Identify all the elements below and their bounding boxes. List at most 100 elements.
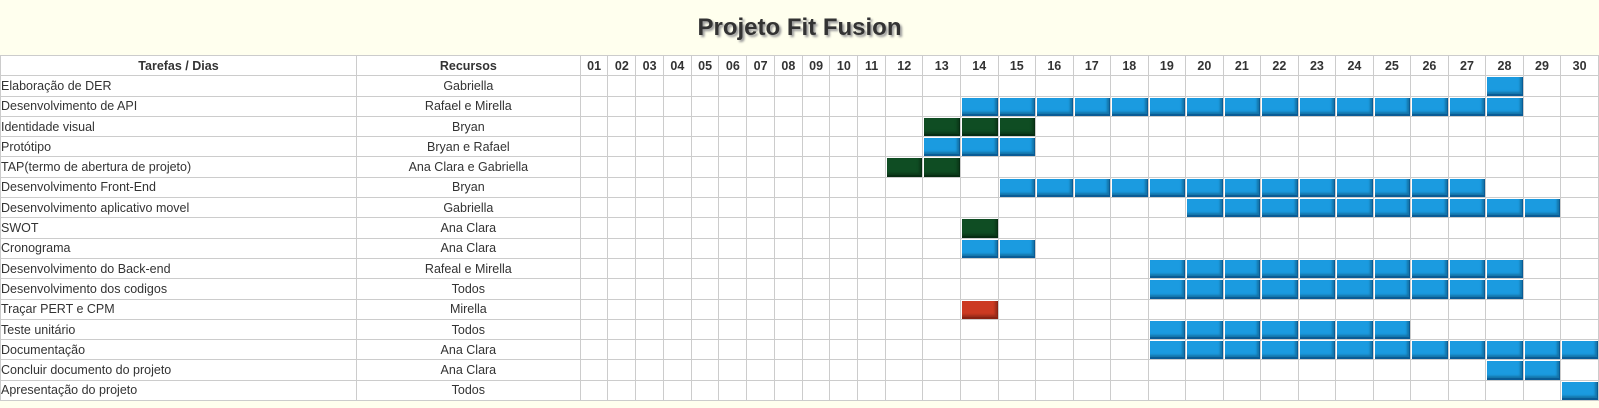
day-cell xyxy=(801,379,831,402)
day-cell xyxy=(1222,318,1262,341)
gantt-bar-block xyxy=(1374,178,1410,197)
day-cell xyxy=(1035,298,1074,320)
day-cell xyxy=(607,176,637,199)
day-cell xyxy=(1185,298,1224,320)
day-cell xyxy=(857,197,886,219)
gantt-bar-block xyxy=(1262,341,1298,359)
day-cell xyxy=(1410,136,1449,158)
gantt-bar-block xyxy=(1337,97,1373,116)
day-cell xyxy=(1185,217,1224,239)
day-cell xyxy=(1035,75,1074,97)
day-cell xyxy=(635,156,664,178)
day-cell xyxy=(1297,75,1337,97)
day-cell xyxy=(1485,95,1524,117)
gantt-bar-block xyxy=(1299,259,1335,278)
day-cell xyxy=(1222,298,1262,320)
day-cell xyxy=(1335,176,1374,199)
day-cell xyxy=(746,136,775,158)
day-cell xyxy=(718,197,748,219)
day-cell xyxy=(635,379,664,402)
day-header-21: 21 xyxy=(1222,54,1262,77)
day-cell xyxy=(1110,95,1149,117)
day-cell xyxy=(1485,359,1524,381)
day-cell xyxy=(1110,237,1149,259)
day-cell xyxy=(801,339,831,361)
gantt-bar-block xyxy=(1187,178,1223,197)
day-cell xyxy=(801,156,831,178)
day-cell xyxy=(579,257,609,280)
gantt-bar-block xyxy=(1074,97,1110,116)
day-cell xyxy=(746,197,775,219)
day-cell xyxy=(801,257,831,280)
gantt-bar-block xyxy=(1187,280,1223,299)
day-cell xyxy=(801,197,831,219)
day-cell xyxy=(1522,115,1562,138)
day-cell xyxy=(1260,75,1299,97)
day-cell xyxy=(1110,359,1149,381)
day-cell xyxy=(997,217,1037,239)
day-cell xyxy=(1147,298,1187,320)
day-cell xyxy=(1297,237,1337,259)
day-cell xyxy=(718,237,748,259)
gantt-bar-block xyxy=(1187,259,1223,278)
day-cell xyxy=(1110,156,1149,178)
day-cell xyxy=(1297,278,1337,300)
day-header-27: 27 xyxy=(1447,54,1487,77)
day-cell xyxy=(1260,217,1299,239)
day-header-04: 04 xyxy=(662,54,692,77)
day-cell xyxy=(1110,278,1149,300)
resource-name: Gabriella xyxy=(355,197,581,219)
day-cell xyxy=(718,278,748,300)
day-cell xyxy=(579,379,609,402)
task-name: Documentação xyxy=(0,339,357,361)
day-cell xyxy=(718,298,748,320)
day-cell xyxy=(1072,95,1112,117)
day-cell xyxy=(801,115,831,138)
day-cell xyxy=(801,136,831,158)
table-row: TAP(termo de abertura de projeto) Ana Cla… xyxy=(0,156,1599,178)
day-cell xyxy=(1410,156,1449,178)
day-cell xyxy=(1522,318,1562,341)
day-cell xyxy=(801,359,831,381)
day-cell xyxy=(662,156,692,178)
day-cell xyxy=(1072,298,1112,320)
gantt-bar-block xyxy=(1299,320,1335,339)
day-header-29: 29 xyxy=(1522,54,1562,77)
gantt-bar-block xyxy=(1149,97,1185,116)
day-cell xyxy=(801,318,831,341)
day-cell xyxy=(1222,75,1262,97)
day-cell xyxy=(690,197,720,219)
day-cell xyxy=(1222,197,1262,219)
gantt-table: Tarefas / Dias Recursos 01 02 03 04 05 06 07 08… xyxy=(0,54,1599,402)
gantt-bar-block xyxy=(962,239,998,258)
day-cell xyxy=(829,197,859,219)
day-cell xyxy=(773,95,803,117)
day-cell xyxy=(1110,217,1149,239)
day-cell xyxy=(690,379,720,402)
day-cell xyxy=(922,359,961,381)
day-cell xyxy=(1035,197,1074,219)
day-cell xyxy=(960,95,999,117)
day-cell xyxy=(1147,339,1187,361)
gantt-bar-block xyxy=(1374,97,1410,116)
gantt-bar-block xyxy=(1112,178,1148,197)
day-cell xyxy=(746,176,775,199)
task-name: TAP(termo de abertura de projeto) xyxy=(0,156,357,178)
day-cell xyxy=(801,298,831,320)
day-cell xyxy=(1560,339,1599,361)
day-cell xyxy=(746,217,775,239)
day-cell xyxy=(884,278,924,300)
day-cell xyxy=(607,339,637,361)
resource-name: Rafael e Mirella xyxy=(355,95,581,117)
day-cell xyxy=(1035,237,1074,259)
day-cell xyxy=(1035,278,1074,300)
table-row: Traçar PERT e CPM Mirella xyxy=(0,298,1599,320)
day-cell xyxy=(960,115,999,138)
day-cell xyxy=(1297,318,1337,341)
day-cell xyxy=(997,318,1037,341)
day-cell xyxy=(960,379,999,402)
gantt-bar-block xyxy=(1299,280,1335,299)
gantt-bar-block xyxy=(1412,178,1448,197)
day-cell xyxy=(1072,278,1112,300)
day-cell xyxy=(1222,95,1262,117)
